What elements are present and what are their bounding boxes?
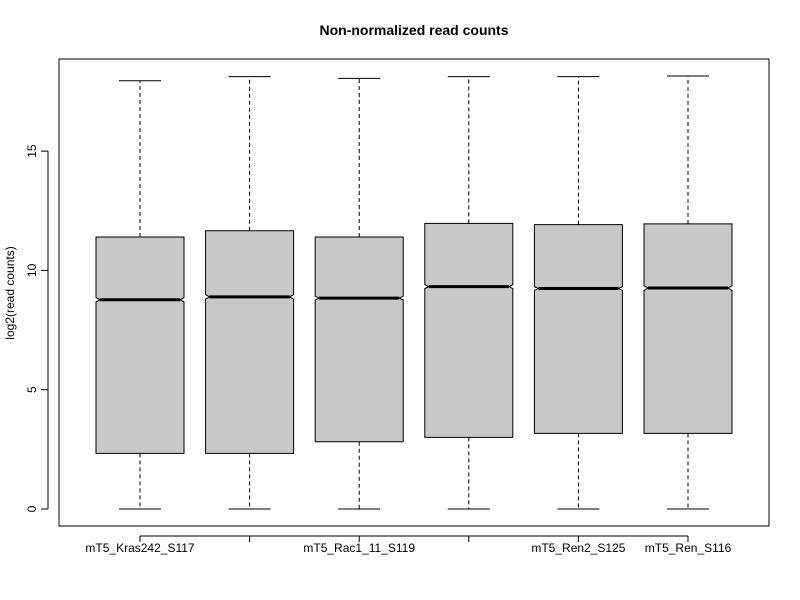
x-tick-label: mT5_Kras242_S117 [85,541,195,555]
y-tick-label: 0 [25,505,39,512]
box-body [424,222,514,438]
box-body [643,223,733,434]
box-body [205,230,295,454]
box-1 [95,80,185,510]
box-6 [643,75,733,510]
box-5 [533,76,623,510]
x-tick-label: mT5_Rac1_11_S119 [303,541,415,555]
y-tick-label: 10 [25,263,39,277]
box-4 [424,76,514,510]
plot-frame [58,58,770,527]
x-tick-label: mT5_Ren2_S125 [531,541,625,555]
boxes-group [95,75,733,510]
box-2 [205,76,295,510]
y-axis: 0 5 10 15 [25,144,48,512]
x-axis: mT5_Kras242_S117 mT5_Rac1_11_S119 mT5_Ren2… [85,535,732,555]
box-body [533,224,623,434]
box-body [314,236,404,443]
x-tick-label: mT5_Ren_S116 [645,541,732,555]
chart-title: Non-normalized read counts [319,22,508,38]
y-tick-label: 5 [25,386,39,393]
y-axis-label: log2(read counts) [3,246,17,339]
y-tick-label: 15 [25,144,39,158]
box-3 [314,77,404,510]
box-body [95,236,185,454]
